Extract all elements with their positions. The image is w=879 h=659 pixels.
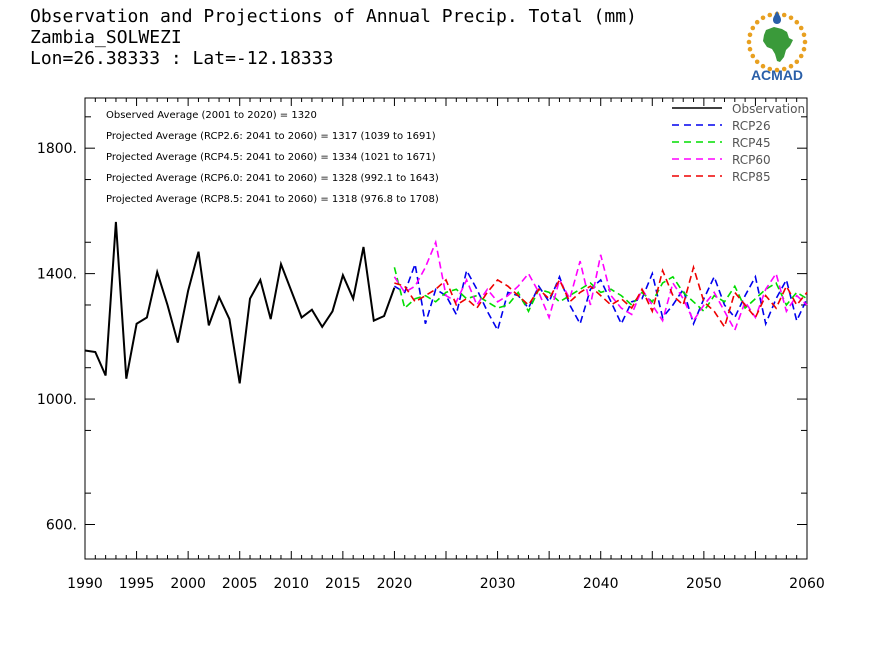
logo-ray (798, 25, 804, 31)
x-tick-label: 2060 (789, 576, 825, 592)
legend-label: RCP60 (732, 153, 771, 167)
x-tick-label: 2030 (480, 576, 516, 592)
average-annotation: Projected Average (RCP8.5: 2041 to 2060)… (106, 194, 439, 205)
annotation-box: Observed Average (2001 to 2020) = 1320 Pr… (106, 110, 439, 205)
x-axis: 1990 1995 2000 2005 2010 2015 2020 2030 2040 2050… (67, 98, 825, 592)
logo-ray (750, 25, 756, 31)
logo-ray (760, 15, 766, 21)
logo-wordmark: ACMAD (751, 67, 803, 83)
legend-label: RCP45 (732, 136, 771, 150)
x-tick-label: 2040 (583, 576, 619, 592)
logo-ray (788, 63, 794, 69)
logo-water-drop (773, 11, 781, 24)
x-tick-label: 2020 (377, 576, 413, 592)
y-tick-label: 1800. (37, 141, 77, 157)
logo-ray (760, 63, 766, 69)
series-line-rcp60 (393, 239, 808, 333)
logo-ray (794, 59, 800, 65)
logo-ray (747, 46, 753, 52)
legend-label: RCP85 (732, 170, 771, 184)
logo-ray (746, 39, 752, 45)
series-line-observation (84, 221, 396, 384)
logo-ray (794, 19, 800, 25)
x-tick-label: 2010 (273, 576, 309, 592)
x-tick-label: 2050 (686, 576, 722, 592)
logo-ray (754, 19, 760, 25)
logo-sun-rays (746, 11, 808, 73)
chart-location: Zambia_SOLWEZI (30, 27, 182, 48)
chart-title-block: Observation and Projections of Annual Pr… (30, 6, 637, 69)
logo-ray (750, 53, 756, 59)
series-line-rcp45 (393, 267, 808, 314)
series-layer (84, 221, 808, 384)
logo-ray (788, 15, 794, 21)
logo-ray (802, 39, 808, 45)
series-line-rcp26 (393, 261, 808, 333)
logo-ray (754, 59, 760, 65)
logo-ray (798, 53, 804, 59)
average-annotation: Projected Average (RCP2.6: 2041 to 2060)… (106, 131, 436, 142)
average-annotation: Projected Average (RCP6.0: 2041 to 2060)… (106, 173, 439, 184)
average-annotation: Projected Average (RCP4.5: 2041 to 2060)… (106, 152, 436, 163)
x-tick-label: 1990 (67, 576, 103, 592)
x-tick-label: 2005 (222, 576, 258, 592)
y-tick-label: 1000. (37, 392, 77, 408)
y-tick-label: 600. (46, 518, 77, 534)
y-tick-label: 1400. (37, 267, 77, 283)
logo-ray (767, 12, 773, 18)
legend-label: RCP26 (732, 119, 771, 133)
logo-ray (801, 46, 807, 52)
logo-ray (774, 67, 780, 73)
chart-coordinates: Lon=26.38333 : Lat=-12.18333 (30, 48, 334, 69)
x-tick-label: 1995 (119, 576, 155, 592)
legend-label: Observation (732, 102, 805, 116)
x-tick-label: 2000 (170, 576, 206, 592)
series-line-rcp85 (394, 264, 808, 329)
logo-ray (801, 32, 807, 38)
average-annotation: Observed Average (2001 to 2020) = 1320 (106, 110, 317, 121)
chart-title: Observation and Projections of Annual Pr… (30, 6, 637, 27)
plot-frame (84, 97, 808, 560)
logo-ray (781, 66, 787, 72)
logo-africa-map (763, 27, 793, 62)
legend: Observation RCP26 RCP45 RCP60 RCP85 (672, 102, 805, 184)
y-axis: 600. 1000. 1400. 1800. (37, 116, 807, 534)
x-tick-label: 2015 (325, 576, 361, 592)
acmad-africa-logo-icon: ACMAD (746, 11, 808, 83)
logo-ray (747, 32, 753, 38)
logo-ray (781, 12, 787, 18)
logo-ray (767, 66, 773, 72)
